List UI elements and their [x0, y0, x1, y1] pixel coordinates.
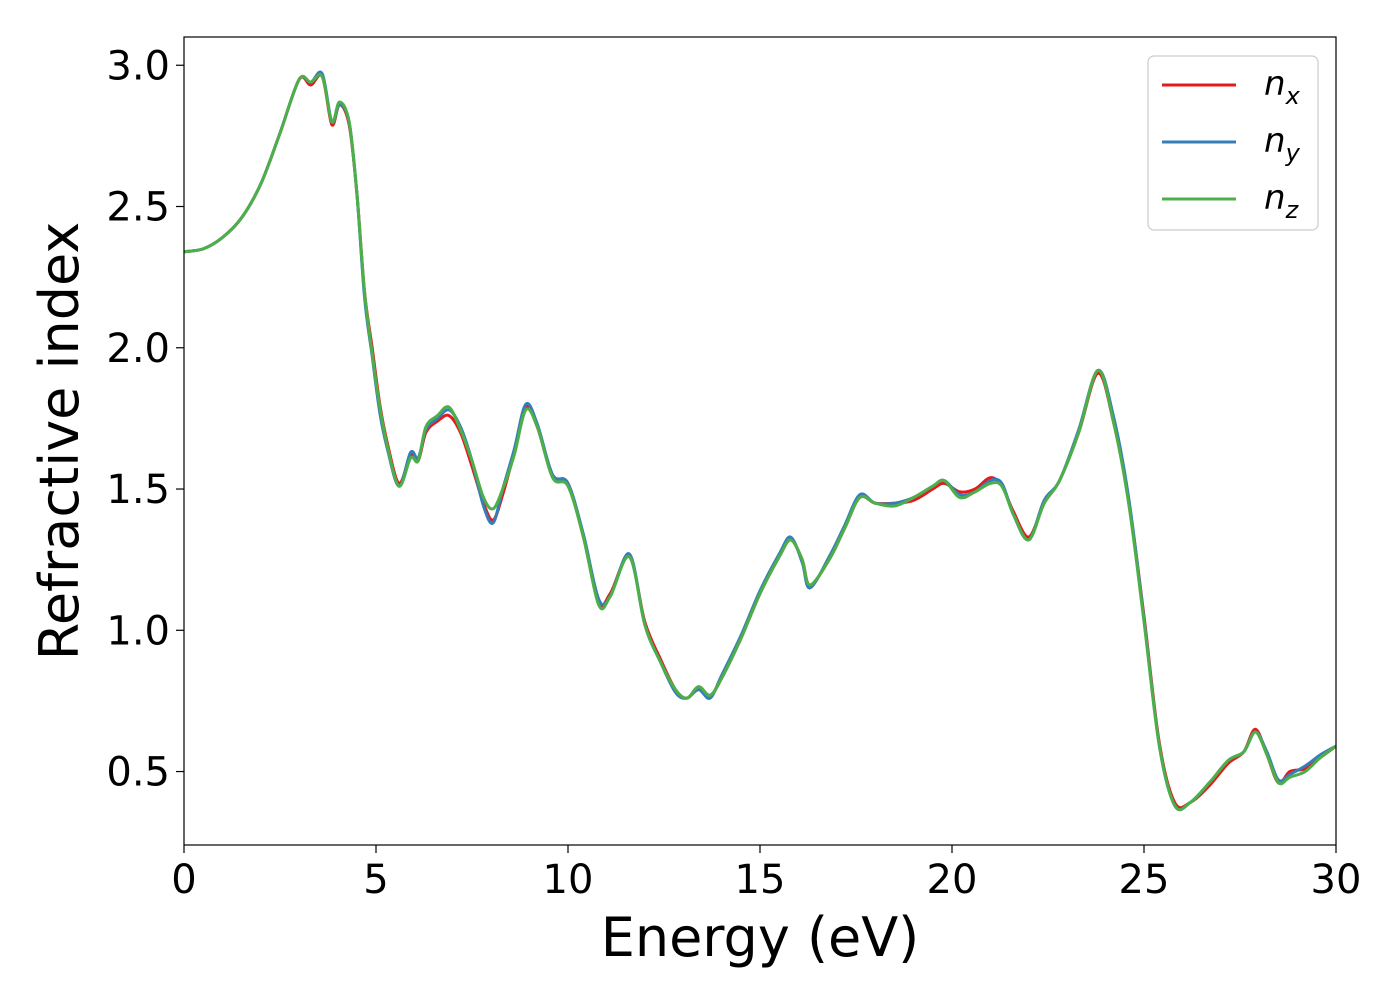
series-layer [184, 70, 1336, 812]
x-tick-label: 30 [1311, 857, 1362, 903]
y-tick-label: 2.0 [106, 326, 170, 372]
x-tick-label: 5 [363, 857, 388, 903]
legend-label-base: n [1264, 64, 1286, 104]
x-tick-label: 25 [1119, 857, 1170, 903]
legend-label-base: n [1264, 121, 1286, 161]
x-tick-label: 0 [171, 857, 196, 903]
y-tick-label: 3.0 [106, 43, 170, 89]
plot-background [184, 37, 1336, 845]
x-axis: 0 5 10 15 20 25 30 [171, 845, 1361, 903]
legend-label-subscript: z [1285, 196, 1300, 224]
legend-label-base: n [1264, 178, 1286, 218]
legend-label-z: nz [1264, 178, 1300, 224]
x-tick-label: 10 [543, 857, 594, 903]
x-axis-title: Energy (eV) [601, 906, 920, 969]
y-tick-label: 1.0 [106, 608, 170, 654]
legend-label-subscript: y [1285, 139, 1301, 167]
legend-label-y: ny [1264, 121, 1301, 167]
series-line-n-z [184, 73, 1336, 812]
legend-label-x: nx [1264, 64, 1301, 110]
legend-label-subscript: x [1285, 82, 1301, 110]
x-tick-label: 20 [927, 857, 978, 903]
y-axis: 0.5 1.0 1.5 2.0 2.5 3.0 [106, 43, 184, 796]
y-tick-label: 2.5 [106, 185, 170, 231]
y-axis-title: Refractive index [28, 222, 91, 661]
x-tick-label: 15 [735, 857, 786, 903]
y-tick-label: 1.5 [106, 467, 170, 513]
y-tick-label: 0.5 [106, 750, 170, 796]
